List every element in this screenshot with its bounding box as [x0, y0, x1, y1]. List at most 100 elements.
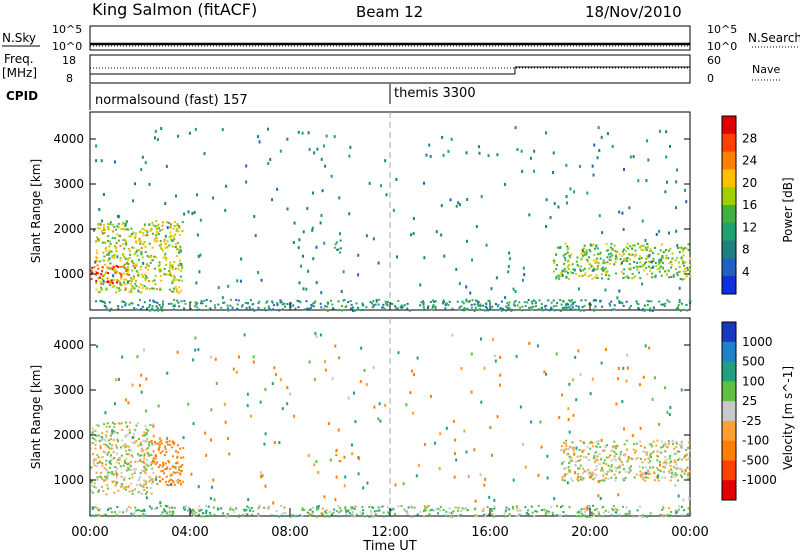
- data-cell: [390, 509, 393, 512]
- data-cell: [527, 299, 530, 302]
- data-cell: [587, 452, 590, 455]
- data-cell: [143, 479, 146, 482]
- data-cell: [232, 367, 235, 371]
- data-cell: [656, 268, 659, 271]
- data-cell: [564, 259, 567, 262]
- data-cell: [107, 235, 110, 238]
- data-cell: [343, 484, 346, 488]
- data-cell: [289, 392, 292, 396]
- data-cell: [603, 479, 606, 482]
- data-cell: [140, 443, 143, 446]
- data-cell: [628, 206, 631, 210]
- freq-label: Freq.: [4, 52, 34, 66]
- data-cell: [488, 299, 491, 302]
- data-cell: [159, 229, 162, 232]
- data-cell: [111, 256, 114, 259]
- data-cell: [338, 511, 341, 514]
- data-cell: [357, 306, 360, 309]
- data-cell: [227, 309, 230, 312]
- data-cell: [104, 476, 107, 479]
- data-cell: [662, 251, 665, 254]
- data-cell: [137, 290, 140, 293]
- data-cell: [351, 511, 354, 514]
- data-cell: [376, 510, 379, 513]
- data-cell: [685, 200, 688, 204]
- data-cell: [639, 470, 642, 473]
- data-cell: [644, 261, 647, 264]
- x-tick-label: 04:00: [171, 525, 208, 540]
- data-cell: [150, 463, 153, 466]
- data-cell: [178, 305, 181, 308]
- data-cell: [459, 514, 462, 517]
- data-cell: [680, 246, 683, 249]
- data-cell: [683, 270, 686, 273]
- data-cell: [569, 256, 572, 259]
- data-cell: [678, 286, 681, 290]
- data-cell: [583, 515, 586, 518]
- data-cell: [112, 439, 115, 442]
- data-cell: [632, 266, 635, 269]
- data-cell: [543, 305, 546, 308]
- data-cell: [434, 307, 437, 310]
- data-cell: [246, 505, 249, 508]
- data-cell: [281, 308, 284, 311]
- data-cell: [675, 461, 678, 464]
- data-cell: [478, 151, 481, 155]
- data-cell: [646, 273, 649, 276]
- data-cell: [569, 458, 572, 461]
- y-tick-label: 4000: [53, 338, 84, 352]
- data-cell: [337, 428, 340, 432]
- data-cell: [117, 422, 120, 425]
- data-cell: [136, 355, 139, 359]
- data-cell: [326, 309, 329, 312]
- data-cell: [676, 309, 679, 312]
- data-cell: [595, 441, 598, 444]
- data-cell: [604, 477, 607, 480]
- data-cell: [272, 514, 275, 517]
- data-cell: [629, 469, 632, 472]
- data-cell: [154, 454, 157, 457]
- data-cell: [479, 473, 482, 477]
- data-cell: [101, 300, 104, 303]
- data-cell: [566, 481, 569, 485]
- data-cell: [133, 441, 136, 444]
- data-cell: [108, 250, 111, 253]
- data-cell: [660, 303, 663, 306]
- data-cell: [138, 454, 141, 457]
- data-cell: [132, 277, 135, 280]
- data-cell: [177, 468, 180, 471]
- data-cell: [613, 458, 616, 461]
- data-cell: [124, 222, 127, 226]
- data-cell: [95, 288, 98, 291]
- data-cell: [139, 383, 142, 387]
- data-cell: [545, 304, 548, 307]
- data-cell: [113, 269, 116, 272]
- data-cell: [651, 252, 654, 255]
- data-cell: [365, 234, 368, 238]
- data-cell: [605, 463, 608, 466]
- colorbar-swatch: [722, 240, 736, 259]
- data-cell: [166, 226, 169, 230]
- data-cell: [171, 264, 174, 267]
- data-cell: [111, 286, 114, 289]
- data-cell: [124, 461, 127, 464]
- data-cell: [627, 471, 630, 474]
- data-cell: [133, 488, 136, 491]
- data-cell: [631, 277, 634, 280]
- data-cell: [558, 275, 561, 278]
- data-cell: [600, 506, 603, 509]
- data-cell: [176, 241, 179, 244]
- data-cell: [115, 446, 118, 449]
- data-cell: [194, 336, 197, 340]
- data-cell: [289, 515, 292, 518]
- data-cell: [101, 437, 104, 440]
- data-cell: [153, 460, 156, 463]
- data-cell: [545, 224, 548, 228]
- data-cell: [675, 452, 678, 455]
- data-cell: [548, 511, 551, 514]
- data-cell: [175, 230, 178, 233]
- data-cell: [644, 479, 647, 482]
- data-cell: [499, 383, 502, 387]
- data-cell: [646, 451, 649, 454]
- data-cell: [529, 156, 532, 160]
